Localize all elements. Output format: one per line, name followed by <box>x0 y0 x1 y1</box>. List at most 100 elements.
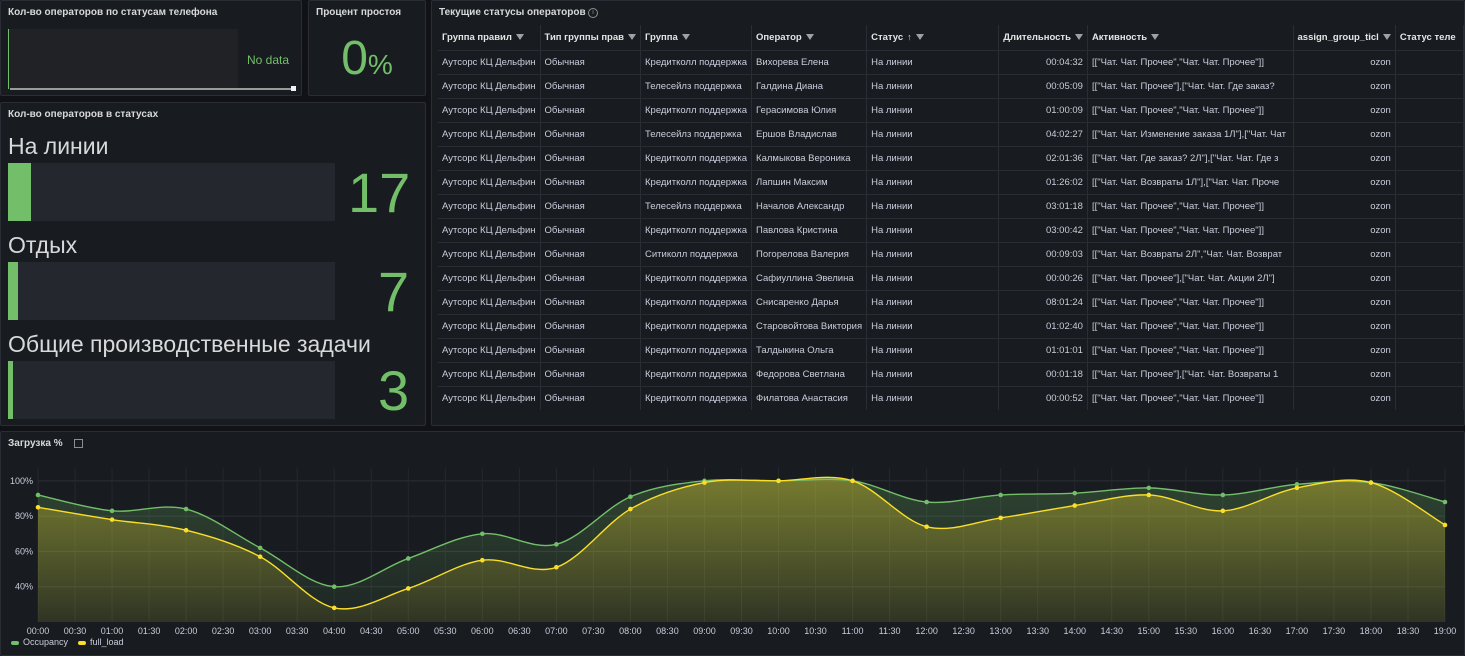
table-row[interactable]: Аутсорс КЦ Дельфин Обычная Телесейлз подде… <box>438 73 1464 98</box>
column-header[interactable]: assign_group_ticl <box>1293 25 1396 50</box>
table-cell: 01:02:40 <box>998 313 1088 338</box>
x-tick-label: 00:30 <box>64 626 87 636</box>
table-row[interactable]: Аутсорс КЦ Дельфин Обычная Кредитколл подд… <box>438 289 1464 314</box>
table-row[interactable]: Аутсорс КЦ Дельфин Обычная Кредитколл подд… <box>438 49 1464 74</box>
x-tick-label: 14:30 <box>1100 626 1123 636</box>
table-cell: Обычная <box>540 337 642 362</box>
table-row[interactable]: Аутсорс КЦ Дельфин Обычная Кредитколл подд… <box>438 169 1464 194</box>
filter-icon[interactable] <box>1074 34 1083 41</box>
table-row[interactable]: Аутсорс КЦ Дельфин Обычная Кредитколл подд… <box>438 385 1464 410</box>
column-header[interactable]: Тип группы прав <box>540 25 642 50</box>
x-tick-label: 08:00 <box>619 626 642 636</box>
scroll-handle[interactable] <box>291 86 296 91</box>
filter-icon[interactable] <box>805 34 814 41</box>
table-cell: На линии <box>866 385 1000 410</box>
series-line-occupancy <box>37 478 1446 588</box>
column-header[interactable]: Длительность <box>998 25 1088 50</box>
column-header[interactable]: Группа <box>640 25 753 50</box>
table-cell: Телесейлз поддержка <box>640 121 753 146</box>
data-point <box>998 492 1003 498</box>
table-cell: На линии <box>866 73 1000 98</box>
column-header[interactable]: Статус теле <box>1395 25 1464 50</box>
status-bar <box>8 361 335 419</box>
table-cell: [["Чат. Чат. Прочее","Чат. Чат. Прочее"]… <box>1087 385 1294 410</box>
table-cell: 03:01:18 <box>998 193 1088 218</box>
x-tick-label: 16:00 <box>1212 626 1235 636</box>
data-point <box>628 506 633 512</box>
column-header[interactable]: Активность <box>1087 25 1294 50</box>
x-tick-label: 11:30 <box>879 626 901 636</box>
scrollbar[interactable] <box>10 88 293 90</box>
table-cell: Аутсорс КЦ Дельфин <box>438 97 541 122</box>
table-row[interactable]: Аутсорс КЦ Дельфин Обычная Телесейлз подде… <box>438 193 1464 218</box>
table-row[interactable]: Аутсорс КЦ Дельфин Обычная Кредитколл подд… <box>438 145 1464 170</box>
legend-swatch <box>78 640 87 645</box>
data-point <box>628 494 633 500</box>
filter-icon[interactable] <box>681 34 690 41</box>
table-cell: 00:04:32 <box>998 49 1088 74</box>
column-header-label: Активность <box>1091 31 1148 43</box>
table-cell: Обычная <box>540 265 642 290</box>
table-cell: Обычная <box>540 385 642 410</box>
table-cell: [["Чат. Чат. Возвраты 1Л"],["Чат. Чат. П… <box>1087 169 1294 194</box>
y-tick-label: 80% <box>15 511 33 521</box>
column-header[interactable]: Статус ↑ <box>866 25 1000 50</box>
table-cell: Кредитколл поддержка <box>640 169 753 194</box>
table-cell: Лапшин Максим <box>751 169 868 194</box>
column-header-label: Длительность <box>1003 31 1071 43</box>
table-row[interactable]: Аутсорс КЦ Дельфин Обычная Кредитколл подд… <box>438 313 1464 338</box>
table-cell: 00:05:09 <box>998 73 1088 98</box>
status-label: На линии <box>8 133 109 159</box>
status-bar-fill <box>8 262 18 320</box>
legend-item[interactable]: Occupancy <box>11 637 68 647</box>
data-point <box>1072 503 1078 508</box>
table-cell: Аутсорс КЦ Дельфин <box>438 49 541 74</box>
table-cell: Обычная <box>540 97 642 122</box>
x-tick-label: 01:30 <box>138 626 161 636</box>
table-cell: На линии <box>866 193 1000 218</box>
series-area-full-load <box>38 477 1445 622</box>
load-line-chart: 40% 60% 80% 100% 00:00 00:30 01:00 01:30 02:00 02… <box>10 468 1456 636</box>
table-row[interactable]: Аутсорс КЦ Дельфин Обычная Кредитколл подд… <box>438 97 1464 122</box>
table-cell: 04:02:27 <box>998 121 1088 146</box>
table-cell: Кредитколл поддержка <box>640 313 753 338</box>
y-tick-label: 100% <box>10 476 33 486</box>
column-header[interactable]: Оператор <box>751 25 868 50</box>
table-cell: [["Чат. Чат. Возвраты 2Л","Чат. Чат. Воз… <box>1087 241 1294 266</box>
table-cell: Обычная <box>540 169 642 194</box>
x-tick-label: 04:30 <box>360 626 383 636</box>
sort-arrow-icon[interactable]: ↑ <box>907 31 912 42</box>
table-row[interactable]: Аутсорс КЦ Дельфин Обычная Кредитколл подд… <box>438 265 1464 290</box>
table-cell: Аутсорс КЦ Дельфин <box>438 313 541 338</box>
x-tick-label: 08:30 <box>656 626 679 636</box>
table-cell: Аутсорс КЦ Дельфин <box>438 361 541 386</box>
filter-icon[interactable] <box>515 34 524 41</box>
table-cell: [["Чат. Чат. Прочее"],["Чат. Чат. Возвра… <box>1087 361 1294 386</box>
table-cell <box>1395 169 1464 194</box>
table-cell: Аутсорс КЦ Дельфин <box>438 73 541 98</box>
legend-item[interactable]: full_load <box>78 637 124 647</box>
status-label: Общие производственные задачи <box>8 331 371 357</box>
table-row[interactable]: Аутсорс КЦ Дельфин Обычная Телесейлз подде… <box>438 121 1464 146</box>
filter-icon[interactable] <box>1382 34 1391 41</box>
x-tick-label: 03:00 <box>249 626 272 636</box>
info-icon[interactable]: i <box>588 8 598 18</box>
table-row[interactable]: Аутсорс КЦ Дельфин Обычная Кредитколл подд… <box>438 337 1464 362</box>
table-row[interactable]: Аутсорс КЦ Дельфин Обычная Кредитколл подд… <box>438 217 1464 242</box>
x-tick-label: 18:30 <box>1397 626 1420 636</box>
filter-icon[interactable] <box>915 34 924 41</box>
filter-icon[interactable] <box>1151 34 1160 41</box>
data-point <box>257 545 263 551</box>
table-cell: Телесейлз поддержка <box>640 193 753 218</box>
table-row[interactable]: Аутсорс КЦ Дельфин Обычная Ситиколл поддер… <box>438 241 1464 266</box>
data-point <box>405 586 411 591</box>
table-cell: Федорова Светлана <box>751 361 868 386</box>
expand-icon[interactable] <box>74 439 83 448</box>
table-cell: Аутсорс КЦ Дельфин <box>438 217 541 242</box>
table-row[interactable]: Аутсорс КЦ Дельфин Обычная Кредитколл подд… <box>438 361 1464 386</box>
x-tick-label: 17:00 <box>1286 626 1309 636</box>
table-cell: Обычная <box>540 145 642 170</box>
column-header-label: Группа <box>645 31 678 43</box>
column-header[interactable]: Группа правил <box>438 25 541 50</box>
filter-icon[interactable] <box>628 34 636 41</box>
